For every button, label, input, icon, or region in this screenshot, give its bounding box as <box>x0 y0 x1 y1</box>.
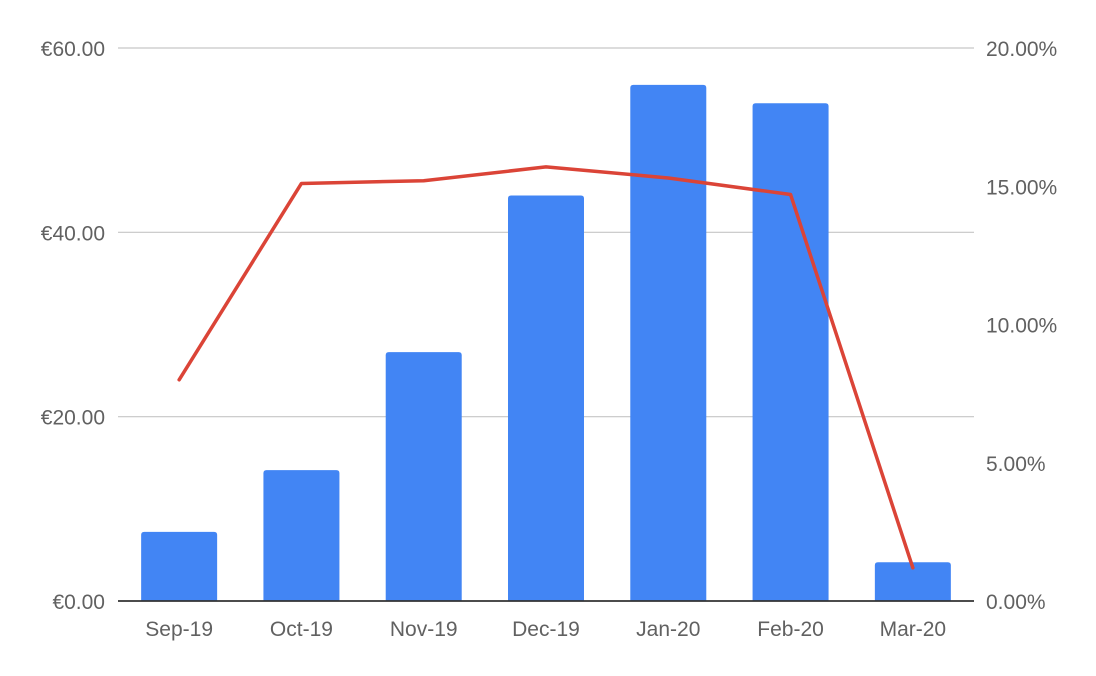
bar <box>263 470 340 601</box>
x-tick-label: Mar-20 <box>880 618 947 641</box>
right-y-tick-label: 0.00% <box>986 591 1046 614</box>
bar-series <box>141 84 951 602</box>
bar <box>141 531 218 601</box>
x-tick-label: Nov-19 <box>390 618 458 641</box>
bar <box>508 195 584 601</box>
left-y-tick-label: €0.00 <box>52 591 105 614</box>
x-tick-label: Jan-20 <box>636 618 700 641</box>
x-axis-ticks: Sep-19 Oct-19 Nov-19 Dec-19 Jan-20 Feb-20 Mar-… <box>145 618 946 641</box>
x-tick-label: Oct-19 <box>270 618 333 641</box>
bar <box>630 84 707 601</box>
left-y-tick-label: €60.00 <box>41 38 105 61</box>
right-y-tick-label: 5.00% <box>986 453 1046 476</box>
left-y-tick-label: €20.00 <box>41 407 105 430</box>
right-y-tick-label: 10.00% <box>986 315 1057 338</box>
right-y-tick-label: 15.00% <box>986 176 1057 199</box>
left-y-tick-label: €40.00 <box>41 222 105 245</box>
line-series <box>177 165 915 570</box>
bar <box>752 103 829 602</box>
left-y-axis-ticks: €0.00 €20.00 €40.00 €60.00 <box>41 38 105 614</box>
x-tick-label: Dec-19 <box>512 618 580 641</box>
x-tick-label: Sep-19 <box>145 618 213 641</box>
x-tick-label: Feb-20 <box>757 618 824 641</box>
right-y-axis-ticks: 0.00% 5.00% 10.00% 15.00% 20.00% <box>986 38 1057 614</box>
right-y-tick-label: 20.00% <box>986 38 1057 61</box>
bar <box>385 352 462 601</box>
bar <box>874 562 951 601</box>
